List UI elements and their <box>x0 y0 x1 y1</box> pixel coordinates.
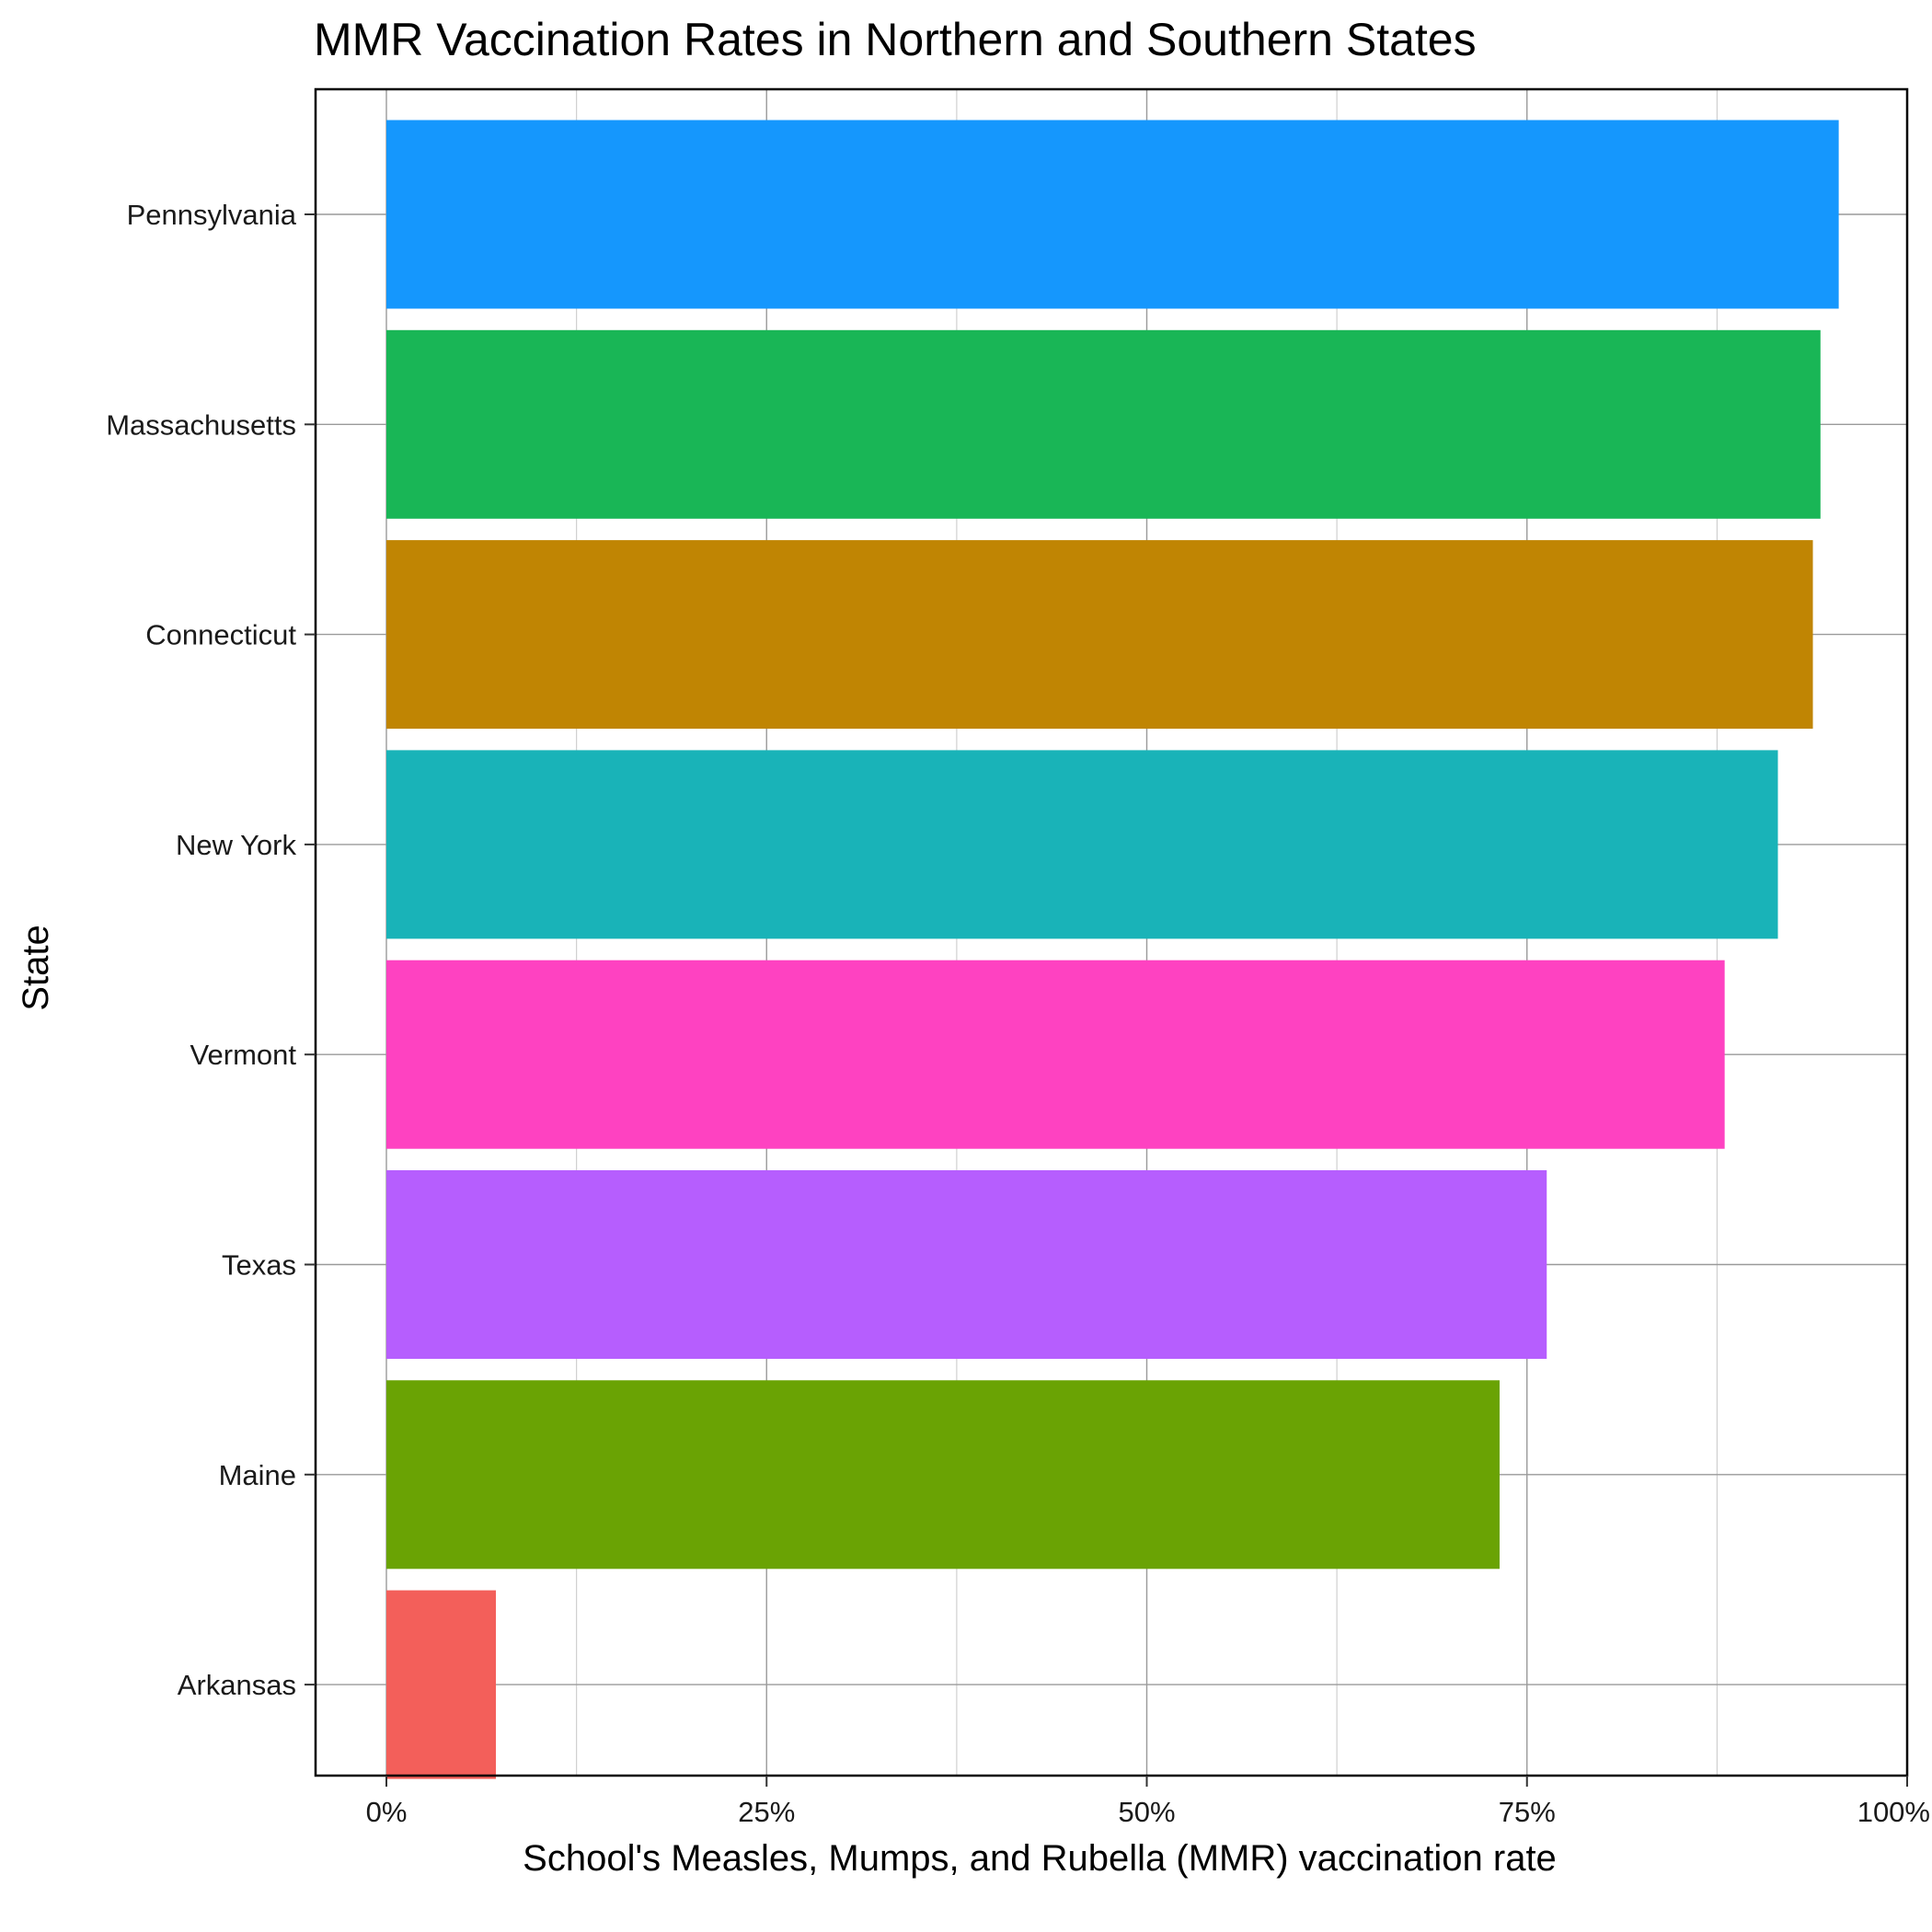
bar-pennsylvania <box>386 120 1839 309</box>
chart-title: MMR Vaccination Rates in Northern and So… <box>314 14 1477 65</box>
bar-texas <box>386 1170 1547 1359</box>
bar-massachusetts <box>386 329 1821 519</box>
y-tick-label: Pennsylvania <box>127 199 297 231</box>
x-axis: 0% 25% 50% 75% 100% <box>366 1776 1930 1828</box>
bar-vermont <box>386 960 1725 1149</box>
bars <box>386 120 1839 1779</box>
bar-connecticut <box>386 540 1813 730</box>
bar-new-york <box>386 750 1778 939</box>
y-tick-label: Maine <box>219 1459 296 1491</box>
x-axis-title: School's Measles, Mumps, and Rubella (MM… <box>523 1838 1557 1879</box>
y-tick-label: Massachusetts <box>106 408 296 441</box>
x-tick-label: 100% <box>1857 1796 1930 1828</box>
y-tick-label: Connecticut <box>145 619 296 651</box>
x-tick-label: 0% <box>366 1796 408 1828</box>
x-tick-label: 25% <box>738 1796 795 1828</box>
y-tick-label: New York <box>176 829 296 861</box>
x-tick-label: 50% <box>1118 1796 1175 1828</box>
y-axis-title: State <box>16 925 56 1010</box>
y-tick-label: Arkansas <box>178 1669 296 1701</box>
bar-maine <box>386 1380 1500 1570</box>
y-axis: Pennsylvania Massachusetts Connecticut New … <box>106 199 316 1701</box>
plot-panel-border <box>314 87 1909 1777</box>
x-tick-label: 75% <box>1499 1796 1556 1828</box>
y-tick-label: Vermont <box>190 1039 297 1071</box>
bar-arkansas <box>386 1590 497 1779</box>
y-tick-label: Texas <box>222 1249 296 1282</box>
